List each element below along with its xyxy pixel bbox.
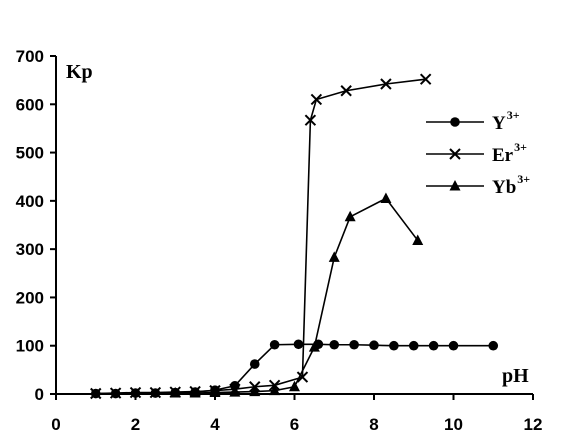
x-axis-title: pH [502, 365, 529, 387]
point-y-13 [349, 339, 359, 350]
y-tick-label: 200 [16, 288, 44, 307]
y-tick-label: 100 [16, 337, 44, 356]
y-axis-title: Kp [66, 61, 93, 83]
point-yb-4 [249, 385, 261, 397]
y-tick-label: 600 [16, 95, 44, 114]
point-y-10 [293, 339, 304, 350]
point-yb-10 [380, 192, 392, 203]
point-y-8 [249, 359, 260, 369]
x-tick-label: 4 [210, 415, 220, 434]
series-layer [90, 73, 499, 400]
point-yb-8 [328, 251, 340, 262]
point-yb-0 [169, 387, 181, 398]
legend: Y 3+Er 3+Yb 3+ [426, 108, 530, 198]
legend-charge-er: 3+ [514, 140, 527, 154]
x-tick-label: 6 [290, 415, 299, 434]
point-yb-2 [209, 386, 221, 398]
point-y-17 [428, 340, 439, 351]
point-y-12 [329, 339, 340, 350]
x-tick-label: 10 [444, 415, 463, 434]
axes: 0 100 200 300 400 500 600 700 0 2 4 6 8 10 12 [16, 47, 543, 434]
point-er-3 [149, 386, 162, 399]
y-tick-label: 500 [16, 144, 44, 163]
legend-item-y: Y 3+ [426, 108, 520, 134]
legend-item-er: Er 3+ [426, 140, 527, 166]
legend-label-er: Er [492, 145, 514, 166]
x-tick-label: 0 [51, 415, 60, 434]
y-tick-label: 700 [16, 47, 44, 66]
point-yb-6 [289, 380, 300, 392]
series-yb [169, 192, 424, 398]
point-er-10 [296, 371, 309, 383]
legend-marker-yb [449, 180, 461, 191]
point-er-13 [340, 85, 352, 97]
legend-label-y: Y [492, 113, 506, 134]
y-tick-label: 0 [35, 385, 44, 404]
point-er-15 [419, 73, 432, 85]
point-yb-5 [269, 384, 281, 396]
point-y-18 [448, 340, 459, 351]
point-yb-1 [189, 387, 201, 398]
series-er [90, 73, 432, 400]
legend-charge-y: 3+ [507, 108, 520, 122]
point-yb-11 [412, 234, 424, 245]
series-yb-line [175, 197, 419, 394]
point-er-12 [310, 93, 323, 106]
point-yb-3 [229, 386, 241, 397]
point-er-1 [109, 387, 122, 399]
point-yb-9 [344, 210, 356, 222]
point-y-15 [389, 340, 399, 351]
point-y-19 [488, 340, 499, 351]
legend-marker-y [450, 117, 460, 127]
point-er-11 [304, 114, 317, 126]
x-tick-label: 8 [369, 415, 378, 434]
legend-item-yb: Yb 3+ [426, 172, 530, 198]
point-y-9 [269, 339, 280, 350]
point-y-14 [369, 340, 379, 351]
point-er-2 [129, 386, 142, 399]
point-yb-7 [308, 341, 320, 352]
legend-label-yb: Yb [492, 177, 516, 198]
point-er-0 [90, 387, 102, 400]
legend-charge-yb: 3+ [517, 172, 530, 186]
x-tick-label: 12 [524, 415, 543, 434]
x-tick-label: 2 [131, 415, 140, 434]
y-tick-label: 400 [16, 192, 44, 211]
point-y-16 [408, 340, 419, 351]
legend-marker-er [449, 148, 461, 160]
point-er-14 [380, 78, 392, 90]
series-er-line [95, 78, 426, 395]
y-tick-label: 300 [16, 240, 44, 259]
